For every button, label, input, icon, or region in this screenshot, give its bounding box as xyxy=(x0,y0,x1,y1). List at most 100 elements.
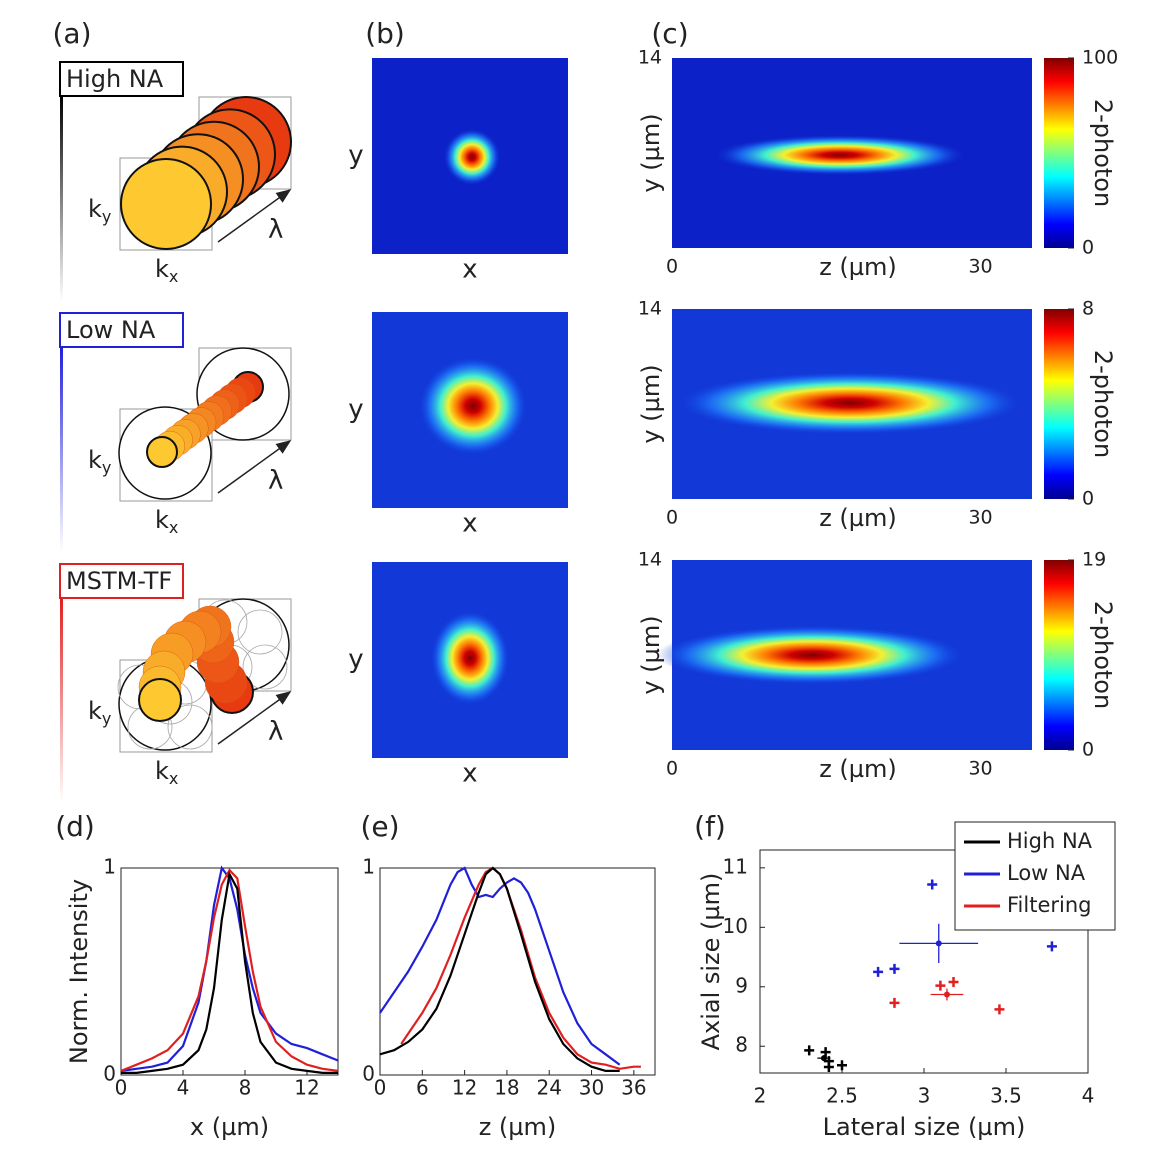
scatter-point xyxy=(804,1045,815,1056)
legend-label: Low NA xyxy=(1007,861,1086,885)
k-disk xyxy=(120,158,212,250)
colorbar-tick-label: 100 xyxy=(1082,47,1118,69)
x-tick-label: 2 xyxy=(754,1084,767,1108)
colorbar xyxy=(1044,58,1074,248)
y-tick-label: 10 xyxy=(723,914,748,938)
k-label: kx xyxy=(155,506,178,537)
image-y-label: y xyxy=(348,141,363,171)
x-tick-label: 0 xyxy=(115,1076,128,1100)
scatter-point xyxy=(820,1047,831,1058)
y-axis-label: y (µm) xyxy=(637,615,665,694)
scatter-point xyxy=(935,980,946,991)
faint-circle xyxy=(167,704,213,750)
image-y-label: y xyxy=(348,395,363,425)
k-label: ky xyxy=(88,195,111,226)
x-tick-label: 2.5 xyxy=(826,1084,858,1108)
k-subscript: x xyxy=(169,769,178,788)
axes-box xyxy=(379,867,656,1076)
scatter-point xyxy=(927,879,938,890)
k-label: ky xyxy=(88,446,111,477)
row-label: High NA xyxy=(66,65,164,93)
colorbar-tick-label: 19 xyxy=(1082,549,1106,571)
k: k xyxy=(155,757,169,785)
scatter-point xyxy=(873,966,884,977)
legend-label: Filtering xyxy=(1007,893,1091,917)
colorbar-tick-label: 0 xyxy=(1082,488,1094,510)
panel-label: (b) xyxy=(365,17,405,50)
y-tick-label: 8 xyxy=(735,1033,748,1057)
x-tick-label: 4 xyxy=(1082,1084,1095,1108)
x-tick-label: 30 xyxy=(579,1076,604,1100)
colorbar-label: 2-photon xyxy=(1089,350,1117,458)
k-label: ky xyxy=(88,697,111,728)
image-x-label: x xyxy=(462,759,477,789)
y-tick-label: 0 xyxy=(362,1062,375,1086)
k-disk xyxy=(146,436,178,468)
scatter-point xyxy=(948,977,959,988)
lambda-label: λ xyxy=(268,466,283,496)
row-label: Low NA xyxy=(66,316,156,344)
y-axis-label: Axial size (µm) xyxy=(697,873,725,1051)
k-subscript: x xyxy=(169,267,178,286)
x-tick-label: 0 xyxy=(374,1076,387,1100)
faint-circle xyxy=(237,609,283,655)
faint-circle xyxy=(242,644,288,690)
k: k xyxy=(88,195,102,223)
x-tick-label: 3.5 xyxy=(990,1084,1022,1108)
x-tick-label: 0 xyxy=(666,758,678,780)
panel-label: (e) xyxy=(360,810,399,843)
colorbar-tick-label: 0 xyxy=(1082,739,1094,761)
legend-label: High NA xyxy=(1007,829,1093,853)
scatter-point xyxy=(837,1060,847,1071)
panel-label: (f) xyxy=(694,810,726,843)
x-tick-label: 36 xyxy=(621,1076,646,1100)
k-subscript: x xyxy=(169,518,178,537)
y-tick-label: 1 xyxy=(362,855,375,879)
lambda-arrow xyxy=(217,691,292,745)
legend-box xyxy=(954,821,1116,931)
colorbar xyxy=(1044,560,1074,750)
k-label: kx xyxy=(155,757,178,788)
k-subscript: y xyxy=(102,709,111,728)
lambda-arrow xyxy=(217,189,292,243)
colorbar-label: 2-photon xyxy=(1089,601,1117,709)
image-y-label: y xyxy=(348,645,363,675)
colorbar xyxy=(1044,309,1074,499)
x-tick-label: 30 xyxy=(968,256,992,278)
x-tick-label: 12 xyxy=(294,1076,319,1100)
heatmap-spot xyxy=(715,135,965,175)
x-tick-label: 8 xyxy=(239,1076,252,1100)
scatter-point xyxy=(1046,941,1057,952)
axes-box xyxy=(120,867,339,1076)
x-axis-label: z (µm) xyxy=(479,1113,557,1141)
colorbar-tick-label: 0 xyxy=(1082,237,1094,259)
x-tick-label: 30 xyxy=(968,758,992,780)
scatter-point xyxy=(994,1004,1005,1015)
heatmap-spot xyxy=(675,371,1025,435)
y-axis-label: Norm. Intensity xyxy=(65,879,93,1064)
colorbar-label: 2-photon xyxy=(1089,99,1117,207)
line xyxy=(379,866,621,1066)
line xyxy=(379,866,620,1072)
y-axis-label: y (µm) xyxy=(637,113,665,192)
line xyxy=(120,865,339,1072)
scatter-point xyxy=(889,997,900,1008)
heatmap-spot xyxy=(657,625,967,685)
k-subscript: y xyxy=(102,207,111,226)
row-line xyxy=(60,96,63,301)
line xyxy=(400,866,641,1070)
line xyxy=(120,868,339,1072)
lambda-label: λ xyxy=(268,717,283,747)
psf-spot xyxy=(430,610,510,706)
x-axis-label: z (µm) xyxy=(819,755,897,783)
mean-point xyxy=(935,940,942,947)
x-tick-label: 24 xyxy=(537,1076,562,1100)
x-tick-label: 3 xyxy=(918,1084,931,1108)
y-tick-label: 14 xyxy=(638,298,662,320)
row-label-box xyxy=(59,312,184,348)
row-label-box xyxy=(59,61,184,97)
mean-point xyxy=(943,991,950,998)
psf-spot xyxy=(418,356,528,456)
